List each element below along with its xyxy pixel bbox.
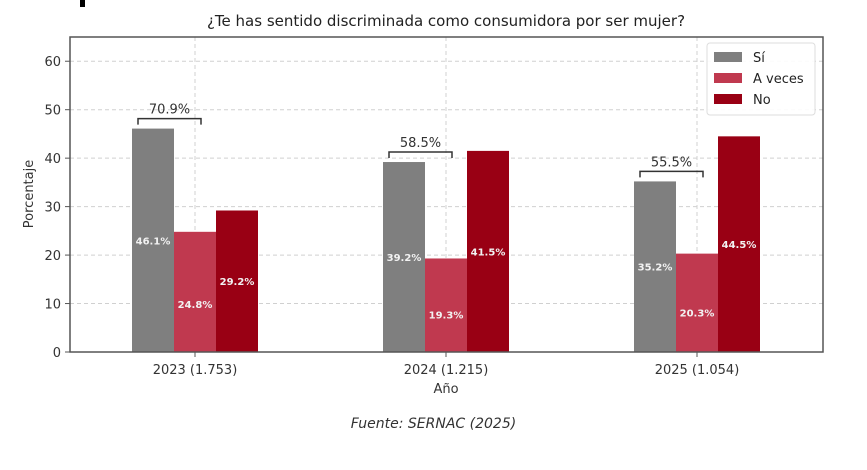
y-tick-label: 50 (44, 104, 61, 119)
bar-value-label: 44.5% (722, 240, 757, 251)
legend-swatch-a-veces (714, 73, 742, 83)
bars (132, 128, 760, 352)
sum-annotation: 70.9% (149, 103, 190, 118)
bar-labels: 46.1% 24.8% 29.2% 39.2% 19.3% 41.5% 35.2% 20.3%… (136, 236, 757, 321)
bar-value-label: 29.2% (220, 277, 255, 288)
bar-a-veces-0 (174, 231, 216, 352)
bar-value-label: 20.3% (680, 309, 715, 320)
legend: Sí A veces No (706, 42, 816, 116)
bar-value-label: 41.5% (471, 247, 506, 258)
bar-a-veces-2 (676, 253, 718, 352)
bar-no-1 (467, 150, 509, 352)
bar-value-label: 35.2% (638, 263, 673, 274)
sum-bracket (639, 170, 704, 178)
x-tick-label: 2023 (1.753) (153, 363, 238, 378)
y-tick-label: 20 (44, 249, 61, 264)
x-axis-ticks: 2023 (1.753) 2024 (1.215) 2025 (1.054) (153, 352, 740, 378)
legend-label: No (753, 93, 771, 108)
bar-no-0 (216, 210, 258, 352)
legend-swatch-no (714, 94, 742, 104)
y-tick-label: 0 (53, 346, 61, 361)
x-axis-label: Año (433, 382, 458, 397)
legend-label: A veces (753, 72, 804, 87)
bar-value-label: 39.2% (387, 253, 422, 264)
y-tick-label: 40 (44, 152, 61, 167)
sum-annotation: 58.5% (400, 136, 441, 151)
sum-bracket (137, 117, 202, 125)
bar-sí-1 (383, 162, 425, 352)
y-tick-label: 30 (44, 201, 61, 216)
sum-bracket (388, 151, 453, 159)
legend-label: Sí (753, 51, 765, 66)
chart-title: ¿Te has sentido discriminada como consum… (207, 12, 685, 30)
y-tick-label: 10 (44, 298, 61, 313)
bar-sí-2 (634, 181, 676, 352)
y-tick-label: 60 (44, 55, 61, 70)
bar-value-label: 19.3% (429, 311, 464, 322)
y-axis-label: Porcentaje (22, 160, 37, 228)
legend-swatch-sí (714, 52, 742, 62)
sum-annotation: 55.5% (651, 155, 692, 170)
brackets: 70.9% 58.5% 55.5% (137, 103, 704, 178)
y-axis-ticks: 0 10 20 30 40 50 60 (44, 55, 70, 361)
bar-sí-0 (132, 128, 174, 352)
bar-no-2 (718, 136, 760, 352)
x-tick-label: 2025 (1.054) (655, 363, 740, 378)
source-note: Fuente: SERNAC (2025) (350, 416, 517, 432)
bar-a-veces-1 (425, 258, 467, 352)
x-tick-label: 2024 (1.215) (404, 363, 489, 378)
corner-mark (80, 0, 85, 7)
bar-value-label: 24.8% (178, 300, 213, 311)
bar-value-label: 46.1% (136, 236, 171, 247)
